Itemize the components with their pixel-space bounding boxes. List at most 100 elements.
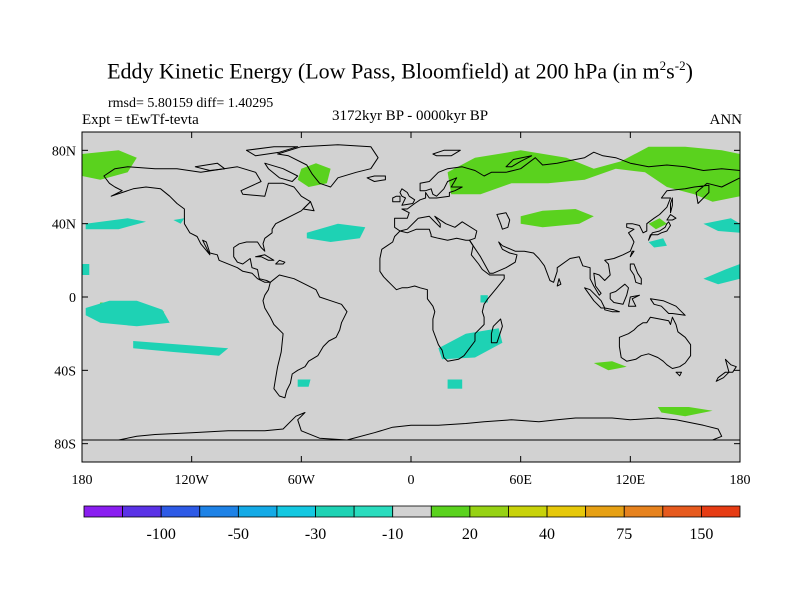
x-tick-label: 120W: [175, 473, 210, 488]
colorbar-swatch: [469, 505, 509, 518]
colorbar-swatch: [430, 505, 471, 518]
x-tick-label: 0: [408, 473, 415, 488]
x-tick-label: 60E: [509, 473, 532, 488]
title-text: Eddy Kinetic Energy (Low Pass, Bloomfiel…: [107, 58, 660, 84]
x-axis: 180 120W 60W 0 60E 120E 180: [72, 132, 751, 488]
colorbar-swatch: [353, 505, 394, 518]
coastline-svalbard: [432, 149, 461, 157]
colorbar-label: -50: [228, 526, 249, 543]
title-unit-s: s: [666, 58, 675, 84]
coastline-north-america: [103, 166, 311, 283]
coastline-madagascar: [490, 318, 503, 344]
anomaly-green-n-pacific: [82, 150, 137, 180]
coastline-eurasia: [394, 151, 740, 296]
anomaly-cyan-ne-pacific: [703, 264, 740, 285]
coastline-ireland: [392, 195, 401, 203]
anomaly-cyan-n-pacific-east: [703, 218, 740, 233]
coastline-tasmania: [675, 371, 682, 377]
stats-label: rmsd= 5.80159 diff= 1.40295: [108, 96, 274, 111]
coastline-sulawesi: [628, 294, 640, 307]
title-exponent-2: 2: [659, 58, 667, 73]
coastline-hokkaido: [666, 214, 677, 221]
y-tick-label: 80N: [52, 144, 76, 159]
colorbar-swatch: [160, 505, 201, 518]
anomaly-cyan-s-pacific: [85, 300, 170, 327]
y-tick-label: 0: [69, 291, 76, 306]
coastline-antarctica: [82, 412, 740, 441]
anomaly-green-n-atlantic: [297, 163, 331, 187]
coastline-philippines: [629, 263, 642, 285]
colorbar-swatch: [122, 505, 162, 518]
colorbar-swatch: [546, 505, 587, 518]
coastline-caspian-sea: [496, 212, 511, 230]
y-tick-label: 40S: [54, 364, 76, 379]
experiment-label: Expt = tEwTf-tevta: [82, 112, 199, 128]
coastline-sri-lanka: [556, 278, 562, 287]
y-tick-label: 40N: [52, 218, 76, 233]
coastline-japan: [648, 221, 671, 241]
colorbar-swatch: [392, 505, 432, 518]
colorbar-swatch: [237, 505, 278, 518]
x-tick-label: 120E: [616, 473, 646, 488]
colorbar-swatch: [623, 505, 664, 518]
x-tick-label: 60W: [288, 473, 316, 488]
coastline-new-guinea: [649, 298, 686, 316]
colorbar-swatch: [662, 505, 702, 518]
coastline-australia: [618, 316, 692, 369]
anomaly-cyan-nw-pacific: [648, 238, 667, 248]
page-title: Eddy Kinetic Energy (Low Pass, Bloomfiel…: [0, 58, 800, 84]
anomaly-cyan-n-pacific-small: [173, 218, 185, 224]
coastline-newfoundland: [302, 201, 315, 212]
colorbar-swatch: [585, 505, 625, 518]
anomaly-cyan-w-pacific-edge: [82, 264, 90, 275]
anomaly-green-central-asia: [520, 209, 594, 228]
coastline-baffin-island: [264, 162, 299, 182]
title-close-paren: ): [685, 58, 693, 84]
colorbar-swatch: [83, 505, 123, 518]
colorbar-swatch: [199, 505, 239, 518]
colorbar-swatch: [276, 505, 316, 518]
coastline-novaya-zemlya: [505, 155, 533, 168]
coastline-great-britain: [399, 188, 416, 206]
coastline-south-america: [262, 274, 348, 399]
colorbar-label: 75: [616, 526, 632, 543]
anomaly-cyan-s-pacific-band: [133, 341, 229, 356]
anomaly-cyan-s-ocean-africa: [447, 379, 463, 389]
colorbar-swatch: [701, 505, 741, 518]
y-tick-label: 80S: [54, 438, 76, 453]
y-axis: 80N 40N 0 40S 80S: [52, 144, 740, 453]
map-background: [82, 132, 740, 462]
coastline-borneo: [609, 283, 629, 305]
period-label: 3172kyr BP - 0000kyr BP: [331, 108, 489, 124]
coastline-ellesmere-island: [246, 146, 299, 157]
anomaly-green-japan: [648, 218, 667, 230]
coastline-new-zealand-south: [715, 371, 730, 382]
anomaly-green-s-indian: [593, 361, 627, 371]
anomaly-cyan-indian-small: [480, 295, 488, 303]
colorbar: -100 -50 -30 -10 20 40 75 150: [83, 505, 741, 543]
coastline-taiwan: [629, 250, 635, 258]
coastline-cuba: [255, 254, 275, 261]
coastline-sakhalin: [670, 197, 673, 214]
anomaly-layer: [82, 146, 740, 417]
x-tick-label: 180: [72, 473, 93, 488]
season-label: ANN: [709, 112, 743, 128]
anomaly-cyan-s-africa: [438, 328, 503, 360]
colorbar-label: 20: [462, 526, 478, 543]
colorbar-swatch: [508, 505, 548, 518]
colorbar-label: -30: [305, 526, 326, 543]
coastline-java: [604, 307, 620, 313]
colorbar-label: 40: [539, 526, 555, 543]
colorbar-label: -10: [382, 526, 403, 543]
coastline-africa: [379, 228, 505, 362]
coastline-layer: [82, 144, 740, 441]
anomaly-cyan-s-ocean-sa: [297, 379, 311, 387]
coastline-greenland: [277, 144, 379, 188]
anomaly-green-eurasia-arctic: [447, 146, 740, 202]
anomaly-green-s-ocean: [657, 407, 713, 417]
coastline-new-zealand: [724, 358, 737, 373]
colorbar-label: -100: [147, 526, 176, 543]
coastline-victoria-island: [194, 162, 226, 171]
colorbar-label: 150: [689, 526, 713, 543]
